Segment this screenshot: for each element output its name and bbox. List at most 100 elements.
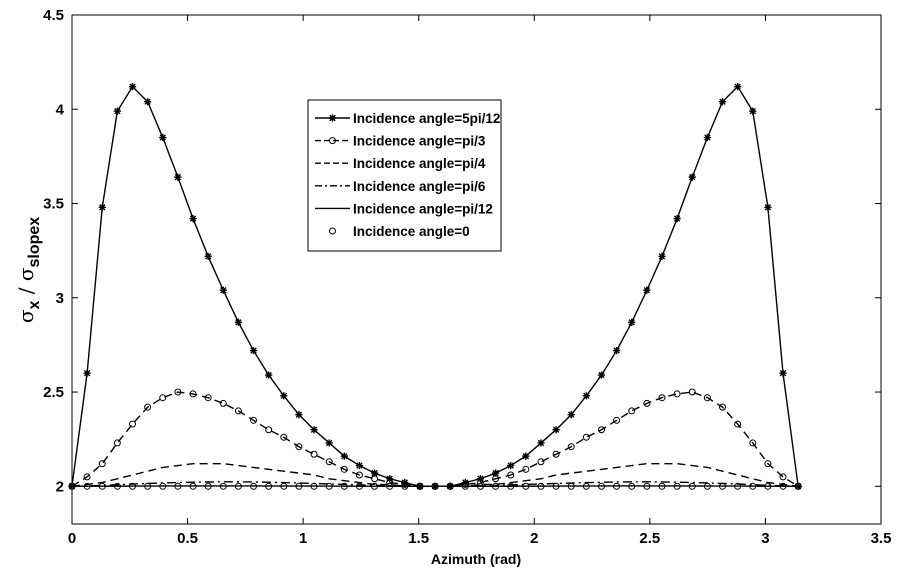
data-point <box>688 482 696 490</box>
data-point <box>295 482 303 490</box>
data-point <box>219 286 227 294</box>
data-point <box>83 473 91 481</box>
data-point <box>416 482 424 490</box>
data-point <box>703 133 711 142</box>
y-tick-label: 3 <box>56 290 64 307</box>
data-point <box>159 394 167 402</box>
data-point <box>643 482 651 490</box>
data-point <box>582 392 590 400</box>
data-point <box>280 392 288 400</box>
series-layer <box>68 83 802 490</box>
data-point <box>567 482 575 490</box>
data-point <box>204 482 212 490</box>
data-point <box>461 480 469 488</box>
data-point <box>492 482 500 490</box>
data-point <box>249 346 258 355</box>
data-point <box>734 83 742 91</box>
y-tick-label: 3.5 <box>43 196 64 213</box>
data-point <box>219 399 227 407</box>
data-point <box>234 482 242 490</box>
data-point <box>719 403 727 411</box>
legend-item-2: Incidence angle=pi/4 <box>315 156 486 171</box>
y-axis-title-num-symbol: σ <box>14 309 38 323</box>
data-point <box>658 252 666 260</box>
data-point <box>370 469 379 477</box>
data-point <box>688 173 696 181</box>
data-point <box>491 469 500 477</box>
y-tick-label: 2.5 <box>43 384 64 401</box>
data-point <box>159 133 167 142</box>
y-tick-label: 2 <box>56 478 64 495</box>
legend-item-5: Incidence angle=0 <box>329 224 470 239</box>
x-tick-label: 0 <box>68 530 76 547</box>
data-point <box>189 215 197 223</box>
data-point <box>98 203 106 211</box>
y-axis-title-separator: / <box>14 281 38 300</box>
data-point <box>673 390 681 398</box>
data-point <box>522 452 530 460</box>
data-point <box>265 371 273 379</box>
data-point <box>325 458 333 466</box>
legend-marker <box>329 227 336 235</box>
data-point <box>734 420 742 428</box>
series-5 <box>68 482 802 490</box>
data-point <box>522 465 530 473</box>
x-tick-label: 1 <box>299 530 307 547</box>
data-point <box>719 482 727 490</box>
data-point <box>764 203 772 211</box>
data-point <box>431 482 439 490</box>
legend-label: Incidence angle=pi/12 <box>353 201 493 216</box>
data-point <box>794 482 802 490</box>
data-point <box>628 318 636 326</box>
legend-label: Incidence angle=5pi/12 <box>353 111 500 126</box>
data-point <box>613 346 621 355</box>
data-point <box>688 388 696 396</box>
data-point <box>204 394 212 402</box>
data-point <box>250 482 258 490</box>
data-point <box>461 482 469 490</box>
x-tick-label: 0.5 <box>177 530 198 547</box>
data-point <box>250 416 258 424</box>
data-point <box>280 433 288 441</box>
data-point <box>113 439 121 447</box>
y-tick-label: 4.5 <box>43 7 64 24</box>
data-point <box>582 433 590 441</box>
data-point <box>144 403 152 411</box>
data-point <box>597 482 605 490</box>
data-point <box>673 215 681 223</box>
data-point <box>189 390 197 398</box>
data-point <box>371 475 379 483</box>
data-point <box>522 482 530 490</box>
data-point <box>310 482 318 490</box>
data-point <box>779 369 787 377</box>
data-point <box>537 482 545 490</box>
data-point <box>461 478 469 487</box>
data-point <box>129 420 137 428</box>
data-point <box>507 482 515 490</box>
y-axis-title-den-sub: slopex <box>26 217 43 268</box>
data-point <box>234 407 242 415</box>
data-point <box>673 482 681 490</box>
data-point <box>401 478 409 487</box>
data-point <box>628 407 636 415</box>
data-point <box>749 482 757 490</box>
data-point <box>144 98 152 106</box>
data-point <box>355 461 364 470</box>
data-point <box>567 443 575 451</box>
data-point <box>280 482 288 490</box>
data-point <box>749 439 757 447</box>
x-tick-label: 3.5 <box>871 530 892 547</box>
data-point <box>582 482 590 490</box>
data-point <box>355 471 363 479</box>
x-tick-label: 3 <box>761 530 769 547</box>
legend-label: Incidence angle=pi/6 <box>353 179 486 194</box>
data-point <box>113 107 121 115</box>
data-point <box>355 482 363 490</box>
data-point <box>83 369 91 377</box>
data-point <box>492 475 500 483</box>
legend-item-3: Incidence angle=pi/6 <box>315 179 486 194</box>
data-point <box>476 479 484 487</box>
data-point <box>718 98 727 106</box>
data-point <box>401 480 409 488</box>
y-axis-title-den-symbol: σ <box>14 267 38 281</box>
